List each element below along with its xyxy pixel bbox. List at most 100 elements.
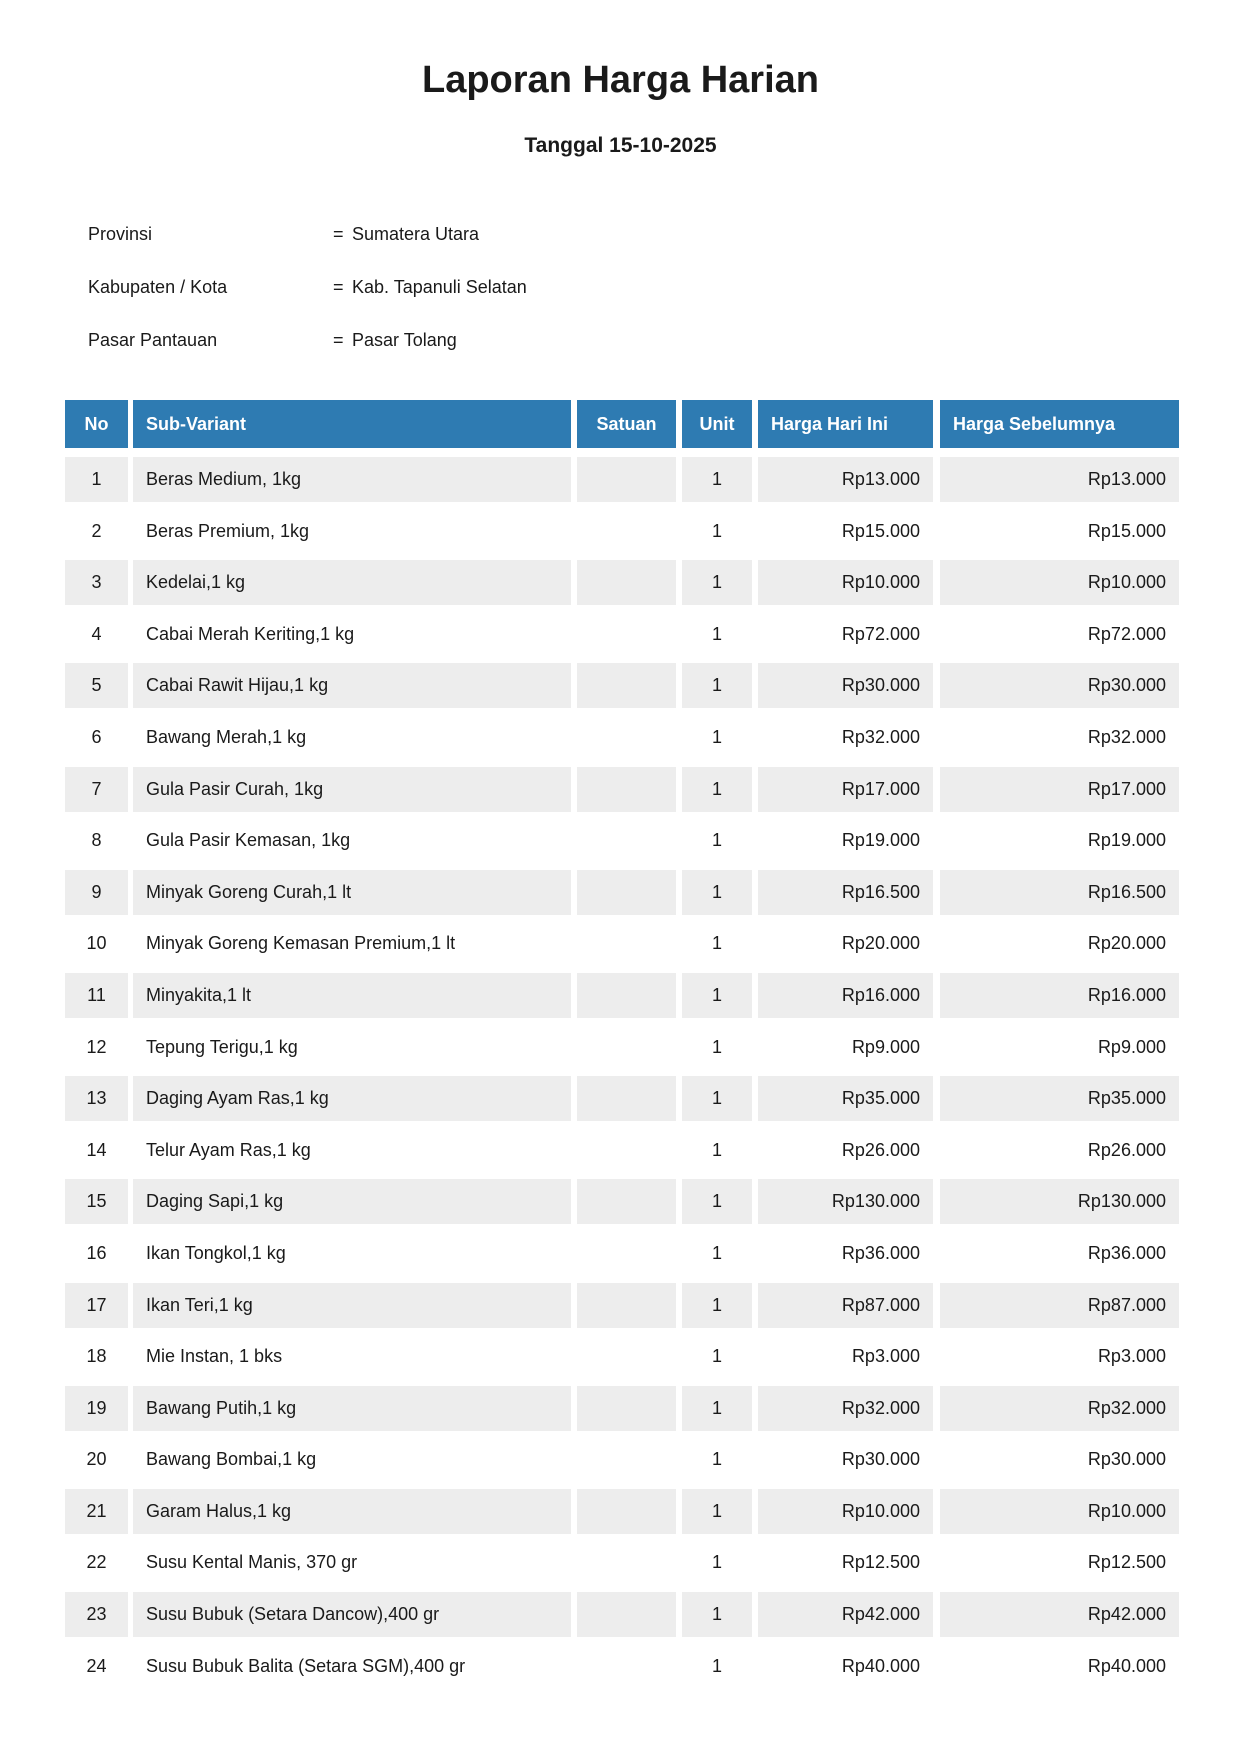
harga-sebelumnya-cell: Rp130.000 (940, 1179, 1179, 1225)
satuan-cell (577, 1592, 676, 1638)
harga-hari-ini-cell: Rp87.000 (758, 1282, 933, 1328)
unit-cell: 1 (682, 1643, 752, 1689)
sub-variant-cell: Susu Bubuk (Setara Dancow),400 gr (133, 1592, 571, 1638)
table-row: 6 Bawang Merah,1 kg 1 Rp32.000 Rp32.000 (65, 714, 1179, 760)
row-number-cell: 12 (65, 1024, 128, 1070)
report-date: Tanggal 15-10-2025 (524, 134, 717, 157)
sub-variant-cell: Mie Instan, 1 bks (133, 1334, 571, 1380)
table-row: 5 Cabai Rawit Hijau,1 kg 1 Rp30.000 Rp30… (65, 663, 1179, 709)
row-number-cell: 9 (65, 869, 128, 915)
harga-sebelumnya-cell: Rp17.000 (940, 766, 1179, 812)
satuan-cell (577, 457, 676, 502)
column-header-harga-sebelumnya: Harga Sebelumnya (940, 400, 1179, 448)
meta-row: Provinsi = Sumatera Utara (88, 208, 788, 261)
meta-row: Pasar Pantauan = Pasar Tolang (88, 314, 788, 367)
row-number-cell: 11 (65, 972, 128, 1018)
harga-sebelumnya-cell: Rp10.000 (940, 560, 1179, 606)
harga-hari-ini-cell: Rp13.000 (758, 457, 933, 502)
table-row: 22 Susu Kental Manis, 370 gr 1 Rp12.500 … (65, 1540, 1179, 1586)
sub-variant-cell: Ikan Tongkol,1 kg (133, 1230, 571, 1276)
row-number-cell: 16 (65, 1230, 128, 1276)
sub-variant-cell: Susu Bubuk Balita (Setara SGM),400 gr (133, 1643, 571, 1689)
sub-variant-cell: Daging Sapi,1 kg (133, 1179, 571, 1225)
row-number-cell: 17 (65, 1282, 128, 1328)
satuan-cell (577, 1643, 676, 1689)
harga-hari-ini-cell: Rp16.000 (758, 972, 933, 1018)
sub-variant-cell: Garam Halus,1 kg (133, 1488, 571, 1534)
satuan-cell (577, 1127, 676, 1173)
harga-hari-ini-cell: Rp16.500 (758, 869, 933, 915)
table-row: 23 Susu Bubuk (Setara Dancow),400 gr 1 R… (65, 1592, 1179, 1638)
equals-sign: = (333, 224, 344, 244)
satuan-cell (577, 1282, 676, 1328)
row-number-cell: 13 (65, 1076, 128, 1122)
harga-sebelumnya-cell: Rp87.000 (940, 1282, 1179, 1328)
table-header-row: No Sub-Variant Satuan Unit Harga Hari In… (65, 400, 1179, 448)
harga-sebelumnya-cell: Rp3.000 (940, 1334, 1179, 1380)
satuan-cell (577, 1334, 676, 1380)
column-header-satuan: Satuan (577, 400, 676, 448)
row-number-cell: 20 (65, 1437, 128, 1483)
price-table: No Sub-Variant Satuan Unit Harga Hari In… (65, 400, 1179, 1695)
meta-value: Pasar Tolang (352, 330, 457, 350)
harga-sebelumnya-cell: Rp15.000 (940, 508, 1179, 554)
row-number-cell: 6 (65, 714, 128, 760)
table-row: 10 Minyak Goreng Kemasan Premium,1 lt 1 … (65, 921, 1179, 967)
sub-variant-cell: Minyak Goreng Curah,1 lt (133, 869, 571, 915)
row-number-cell: 24 (65, 1643, 128, 1689)
sub-variant-cell: Beras Medium, 1kg (133, 457, 571, 502)
unit-cell: 1 (682, 457, 752, 502)
harga-hari-ini-cell: Rp42.000 (758, 1592, 933, 1638)
harga-hari-ini-cell: Rp130.000 (758, 1179, 933, 1225)
harga-sebelumnya-cell: Rp16.500 (940, 869, 1179, 915)
harga-sebelumnya-cell: Rp72.000 (940, 611, 1179, 657)
satuan-cell (577, 611, 676, 657)
unit-cell: 1 (682, 1437, 752, 1483)
satuan-cell (577, 1024, 676, 1070)
row-number-cell: 1 (65, 457, 128, 502)
column-header-harga-hari-ini: Harga Hari Ini (758, 400, 933, 448)
unit-cell: 1 (682, 1179, 752, 1225)
table-row: 11 Minyakita,1 lt 1 Rp16.000 Rp16.000 (65, 972, 1179, 1018)
sub-variant-cell: Cabai Rawit Hijau,1 kg (133, 663, 571, 709)
harga-sebelumnya-cell: Rp32.000 (940, 1385, 1179, 1431)
satuan-cell (577, 508, 676, 554)
satuan-cell (577, 921, 676, 967)
harga-sebelumnya-cell: Rp26.000 (940, 1127, 1179, 1173)
harga-hari-ini-cell: Rp36.000 (758, 1230, 933, 1276)
row-number-cell: 14 (65, 1127, 128, 1173)
table-row: 21 Garam Halus,1 kg 1 Rp10.000 Rp10.000 (65, 1488, 1179, 1534)
table-body: 1 Beras Medium, 1kg 1 Rp13.000 Rp13.000 … (65, 457, 1179, 1689)
sub-variant-cell: Cabai Merah Keriting,1 kg (133, 611, 571, 657)
harga-sebelumnya-cell: Rp9.000 (940, 1024, 1179, 1070)
sub-variant-cell: Ikan Teri,1 kg (133, 1282, 571, 1328)
equals-sign: = (333, 330, 344, 350)
satuan-cell (577, 1230, 676, 1276)
row-number-cell: 15 (65, 1179, 128, 1225)
satuan-cell (577, 714, 676, 760)
harga-sebelumnya-cell: Rp30.000 (940, 663, 1179, 709)
harga-hari-ini-cell: Rp30.000 (758, 663, 933, 709)
satuan-cell (577, 1437, 676, 1483)
table-row: 20 Bawang Bombai,1 kg 1 Rp30.000 Rp30.00… (65, 1437, 1179, 1483)
harga-hari-ini-cell: Rp35.000 (758, 1076, 933, 1122)
harga-hari-ini-cell: Rp3.000 (758, 1334, 933, 1380)
harga-hari-ini-cell: Rp12.500 (758, 1540, 933, 1586)
sub-variant-cell: Susu Kental Manis, 370 gr (133, 1540, 571, 1586)
unit-cell: 1 (682, 1024, 752, 1070)
harga-sebelumnya-cell: Rp16.000 (940, 972, 1179, 1018)
unit-cell: 1 (682, 921, 752, 967)
sub-variant-cell: Bawang Putih,1 kg (133, 1385, 571, 1431)
unit-cell: 1 (682, 1488, 752, 1534)
table-row: 2 Beras Premium, 1kg 1 Rp15.000 Rp15.000 (65, 508, 1179, 554)
row-number-cell: 3 (65, 560, 128, 606)
harga-sebelumnya-cell: Rp32.000 (940, 714, 1179, 760)
table-row: 7 Gula Pasir Curah, 1kg 1 Rp17.000 Rp17.… (65, 766, 1179, 812)
column-header-sub-variant: Sub-Variant (133, 400, 571, 448)
unit-cell: 1 (682, 1592, 752, 1638)
harga-sebelumnya-cell: Rp40.000 (940, 1643, 1179, 1689)
unit-cell: 1 (682, 972, 752, 1018)
unit-cell: 1 (682, 818, 752, 864)
sub-variant-cell: Bawang Merah,1 kg (133, 714, 571, 760)
satuan-cell (577, 818, 676, 864)
